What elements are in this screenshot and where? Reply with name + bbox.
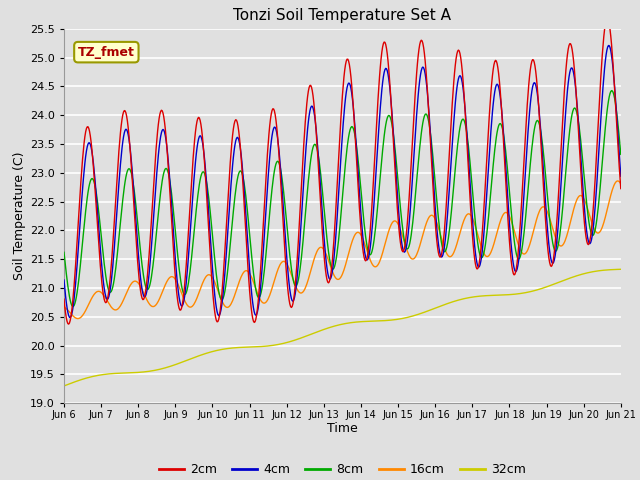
Y-axis label: Soil Temperature (C): Soil Temperature (C)	[13, 152, 26, 280]
Legend: 2cm, 4cm, 8cm, 16cm, 32cm: 2cm, 4cm, 8cm, 16cm, 32cm	[154, 458, 531, 480]
Title: Tonzi Soil Temperature Set A: Tonzi Soil Temperature Set A	[234, 9, 451, 24]
Text: TZ_fmet: TZ_fmet	[78, 46, 135, 59]
X-axis label: Time: Time	[327, 421, 358, 434]
